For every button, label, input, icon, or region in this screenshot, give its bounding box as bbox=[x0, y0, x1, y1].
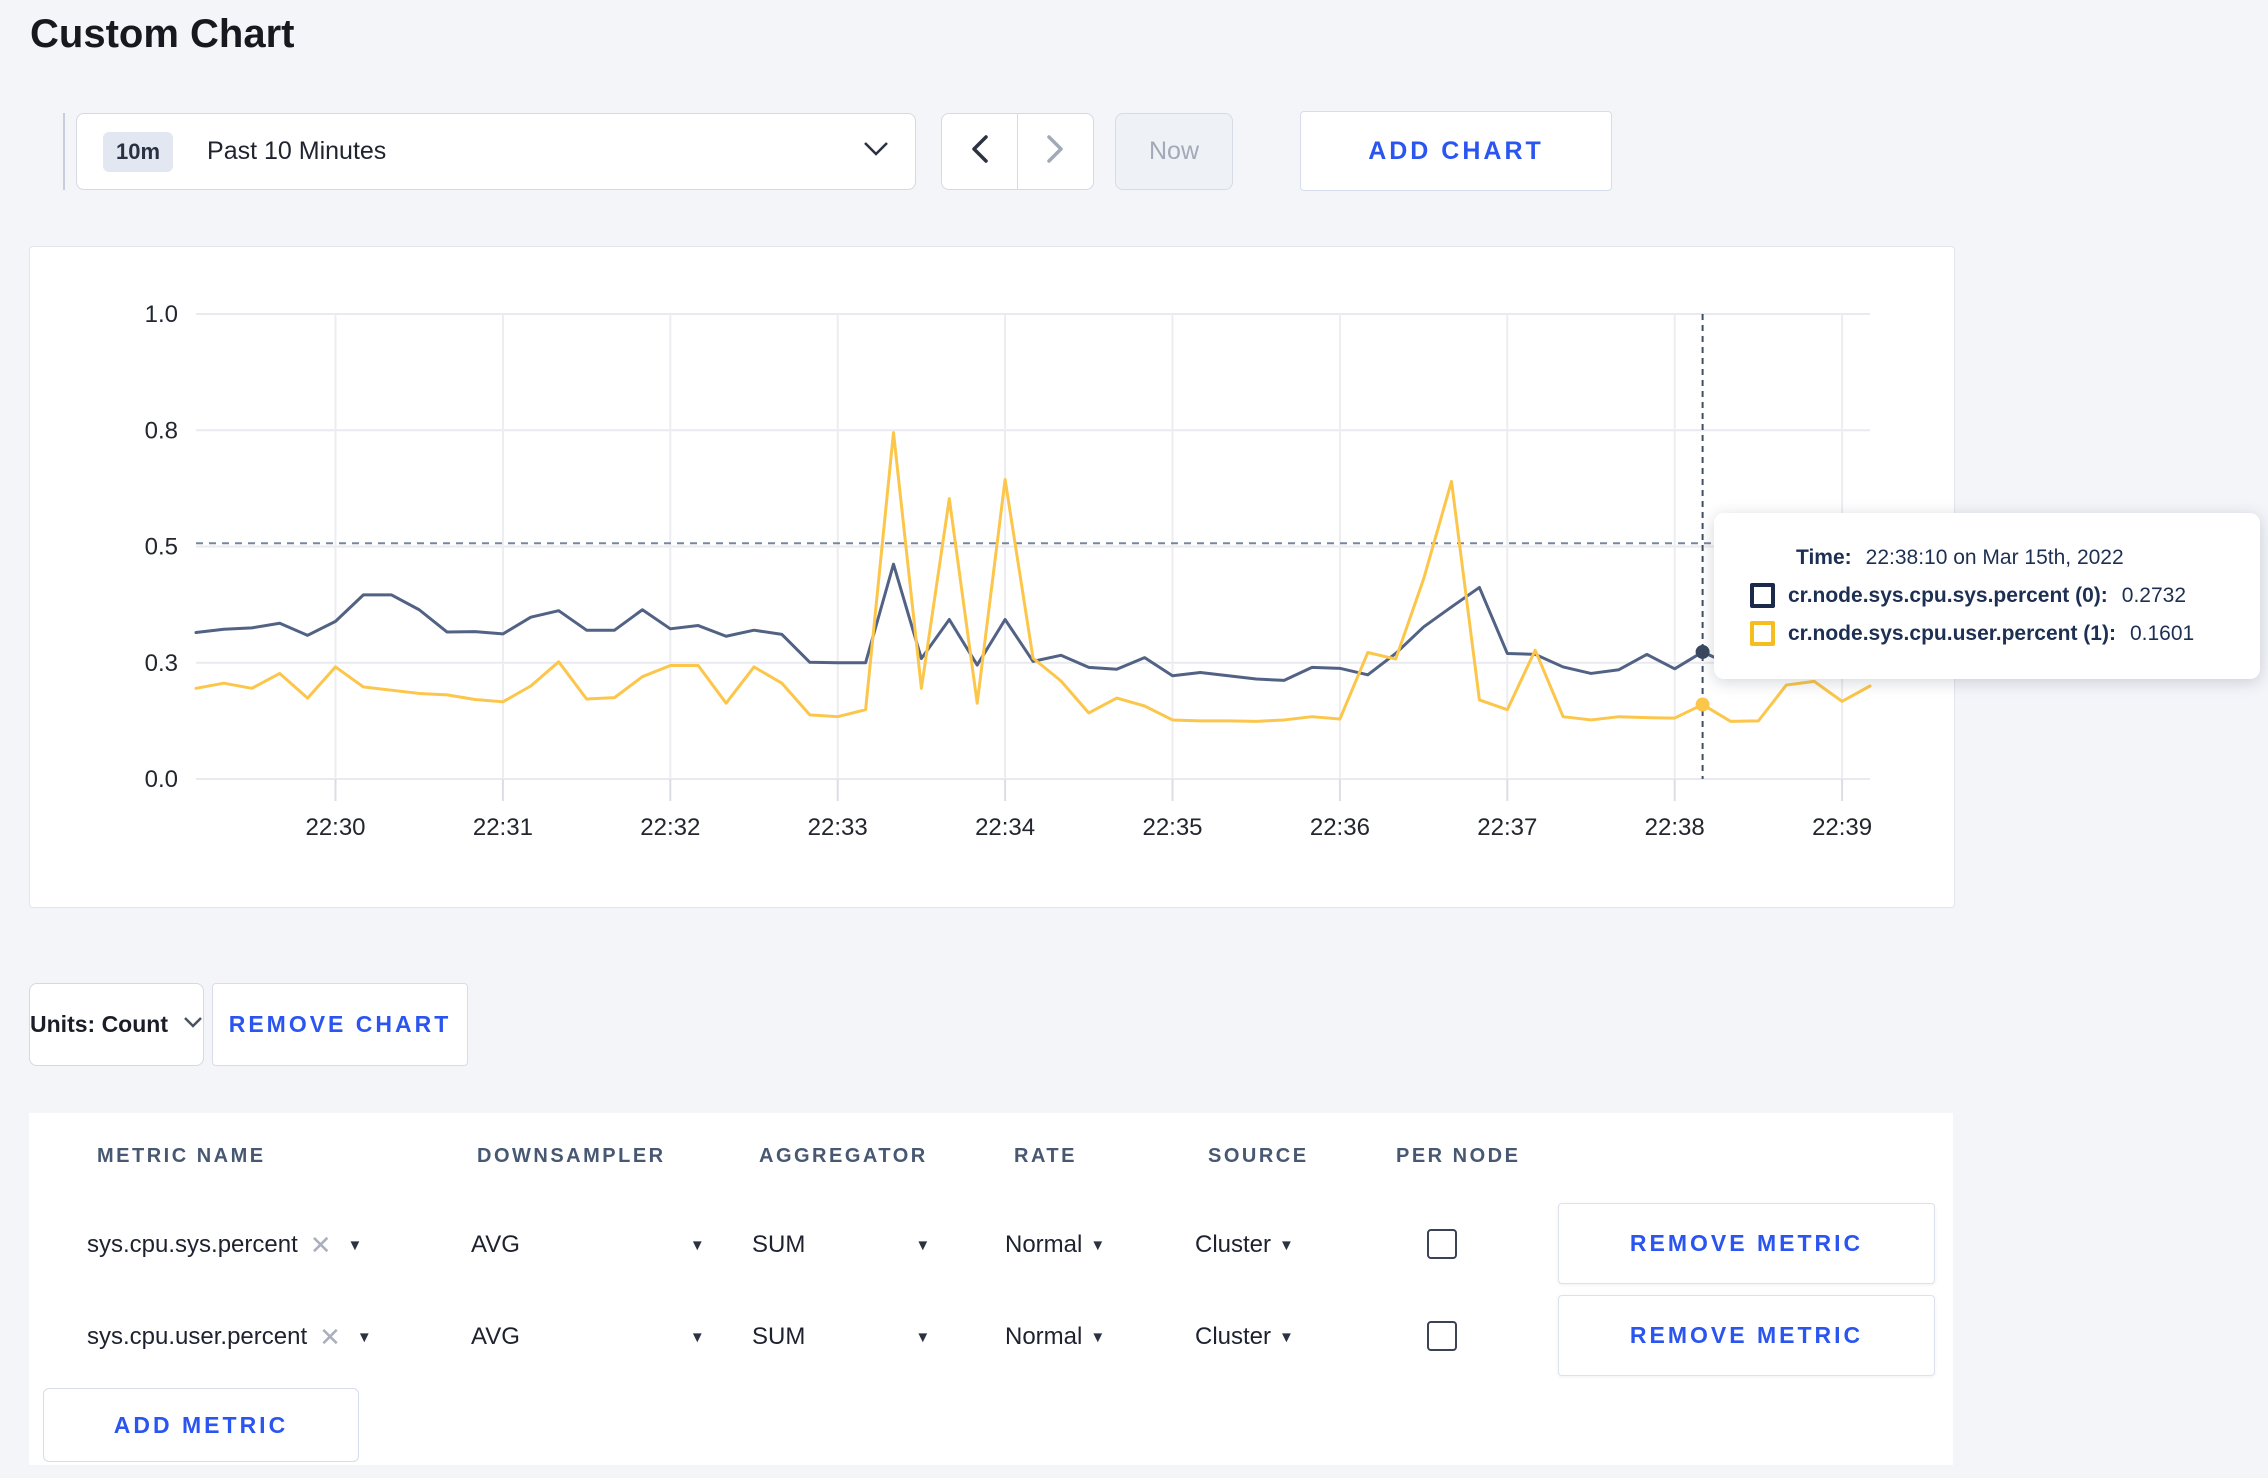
dropdown-arrow-icon: ▼ bbox=[1279, 1328, 1294, 1346]
time-range-label: Past 10 Minutes bbox=[207, 137, 387, 165]
aggregator-value: SUM bbox=[752, 1231, 806, 1258]
units-dropdown[interactable]: Units: Count bbox=[29, 983, 204, 1066]
svg-text:22:30: 22:30 bbox=[305, 814, 365, 841]
remove-chart-button[interactable]: REMOVE CHART bbox=[212, 983, 468, 1066]
header-metric-name: METRIC NAME bbox=[97, 1145, 266, 1167]
header-rate: RATE bbox=[1014, 1145, 1077, 1167]
now-button[interactable]: Now bbox=[1115, 113, 1233, 190]
dropdown-arrow-icon: ▼ bbox=[1279, 1236, 1294, 1254]
dropdown-arrow-icon: ▼ bbox=[347, 1236, 363, 1254]
chevron-down-icon bbox=[183, 1016, 203, 1034]
dropdown-arrow-icon: ▼ bbox=[915, 1236, 931, 1254]
dropdown-arrow-icon: ▼ bbox=[915, 1328, 931, 1346]
header-per-node: PER NODE bbox=[1396, 1145, 1521, 1167]
rate-select[interactable]: Normal ▼ bbox=[1005, 1309, 1105, 1365]
svg-text:22:39: 22:39 bbox=[1812, 814, 1872, 841]
svg-text:22:34: 22:34 bbox=[975, 814, 1035, 841]
time-range-badge: 10m bbox=[103, 131, 174, 172]
tooltip-time-value: 22:38:10 on Mar 15th, 2022 bbox=[1865, 546, 2124, 569]
tooltip-user-value: 0.1601 bbox=[2129, 621, 2195, 645]
tooltip-user-label: cr.node.sys.cpu.user.percent (1): bbox=[1788, 621, 2116, 645]
metric-value: sys.cpu.user.percent bbox=[87, 1323, 308, 1350]
svg-text:0.5: 0.5 bbox=[145, 534, 178, 561]
aggregator-select[interactable]: SUM ▼ bbox=[752, 1309, 930, 1365]
dropdown-arrow-icon: ▼ bbox=[689, 1328, 705, 1346]
page-title: Custom Chart bbox=[30, 12, 295, 56]
svg-text:22:35: 22:35 bbox=[1142, 814, 1202, 841]
svg-text:22:32: 22:32 bbox=[640, 814, 700, 841]
tooltip-time-row: Time: 22:38:10 on Mar 15th, 2022 bbox=[1714, 546, 2260, 570]
chart-tooltip: Time: 22:38:10 on Mar 15th, 2022 cr.node… bbox=[1714, 513, 2260, 679]
user-series-swatch-icon bbox=[1750, 621, 1775, 646]
chevron-left-icon bbox=[967, 133, 993, 170]
time-range-dropdown[interactable]: 10m Past 10 Minutes bbox=[76, 113, 916, 190]
metric-select[interactable]: sys.cpu.sys.percent ✕ ▼ bbox=[87, 1217, 362, 1273]
dropdown-arrow-icon: ▼ bbox=[1090, 1236, 1106, 1254]
downsampler-value: AVG bbox=[471, 1231, 520, 1258]
header-downsampler: DOWNSAMPLER bbox=[477, 1145, 666, 1167]
units-label: Units: Count bbox=[30, 1011, 168, 1037]
tooltip-series-row: cr.node.sys.cpu.sys.percent (0): 0.2732 bbox=[1714, 583, 2260, 608]
tooltip-time-label: Time: bbox=[1796, 546, 1852, 569]
source-value: Cluster bbox=[1195, 1323, 1272, 1350]
chevron-right-icon bbox=[1042, 133, 1068, 170]
svg-text:0.0: 0.0 bbox=[145, 766, 178, 793]
downsampler-select[interactable]: AVG ▼ bbox=[471, 1217, 705, 1273]
remove-metric-button[interactable]: REMOVE METRIC bbox=[1558, 1203, 1935, 1284]
add-metric-button[interactable]: ADD METRIC bbox=[43, 1388, 359, 1462]
svg-text:22:33: 22:33 bbox=[808, 814, 868, 841]
rate-value: Normal bbox=[1005, 1323, 1083, 1350]
aggregator-select[interactable]: SUM ▼ bbox=[752, 1217, 930, 1273]
remove-metric-button[interactable]: REMOVE METRIC bbox=[1558, 1295, 1935, 1376]
tooltip-series-row: cr.node.sys.cpu.user.percent (1): 0.1601 bbox=[1714, 621, 2260, 646]
svg-text:0.3: 0.3 bbox=[145, 650, 178, 677]
svg-text:22:36: 22:36 bbox=[1310, 814, 1370, 841]
controls-divider bbox=[63, 113, 65, 190]
metric-select[interactable]: sys.cpu.user.percent ✕ ▼ bbox=[87, 1309, 372, 1365]
tooltip-sys-label: cr.node.sys.cpu.sys.percent (0): bbox=[1788, 583, 2108, 607]
dropdown-arrow-icon: ▼ bbox=[689, 1236, 705, 1254]
per-node-checkbox[interactable] bbox=[1427, 1321, 1457, 1351]
tooltip-sys-value: 0.2732 bbox=[2121, 583, 2187, 607]
rate-select[interactable]: Normal ▼ bbox=[1005, 1217, 1105, 1273]
dropdown-arrow-icon: ▼ bbox=[1090, 1328, 1106, 1346]
prev-time-button[interactable] bbox=[941, 113, 1018, 190]
svg-text:22:31: 22:31 bbox=[473, 814, 533, 841]
clear-metric-icon[interactable]: ✕ bbox=[319, 1321, 341, 1352]
downsampler-value: AVG bbox=[471, 1323, 520, 1350]
svg-text:22:38: 22:38 bbox=[1645, 814, 1705, 841]
metrics-table: METRIC NAME DOWNSAMPLER AGGREGATOR RATE … bbox=[29, 1113, 1953, 1465]
add-chart-button[interactable]: ADD CHART bbox=[1300, 111, 1612, 191]
dropdown-arrow-icon: ▼ bbox=[356, 1328, 372, 1346]
metric-value: sys.cpu.sys.percent bbox=[87, 1231, 298, 1258]
header-aggregator: AGGREGATOR bbox=[759, 1145, 928, 1167]
svg-text:0.8: 0.8 bbox=[145, 417, 178, 444]
sys-series-swatch-icon bbox=[1750, 583, 1775, 608]
chart-card: 0.0 0.3 0.5 0.8 1.0 22:30 22:31 22:32 22:33 22:34… bbox=[29, 246, 1955, 908]
rate-value: Normal bbox=[1005, 1231, 1083, 1258]
aggregator-value: SUM bbox=[752, 1323, 806, 1350]
next-time-button[interactable] bbox=[1016, 113, 1094, 190]
source-select[interactable]: Cluster ▼ bbox=[1195, 1217, 1294, 1273]
svg-text:1.0: 1.0 bbox=[145, 301, 178, 328]
source-select[interactable]: Cluster ▼ bbox=[1195, 1309, 1294, 1365]
downsampler-select[interactable]: AVG ▼ bbox=[471, 1309, 705, 1365]
time-nav-group bbox=[941, 113, 1094, 190]
clear-metric-icon[interactable]: ✕ bbox=[309, 1229, 332, 1260]
time-series-chart[interactable]: 0.0 0.3 0.5 0.8 1.0 22:30 22:31 22:32 22:33 22:34… bbox=[30, 247, 1951, 904]
svg-text:22:37: 22:37 bbox=[1477, 814, 1537, 841]
header-source: SOURCE bbox=[1208, 1145, 1309, 1167]
source-value: Cluster bbox=[1195, 1231, 1272, 1258]
per-node-checkbox[interactable] bbox=[1427, 1229, 1457, 1259]
chevron-down-icon bbox=[863, 141, 889, 162]
